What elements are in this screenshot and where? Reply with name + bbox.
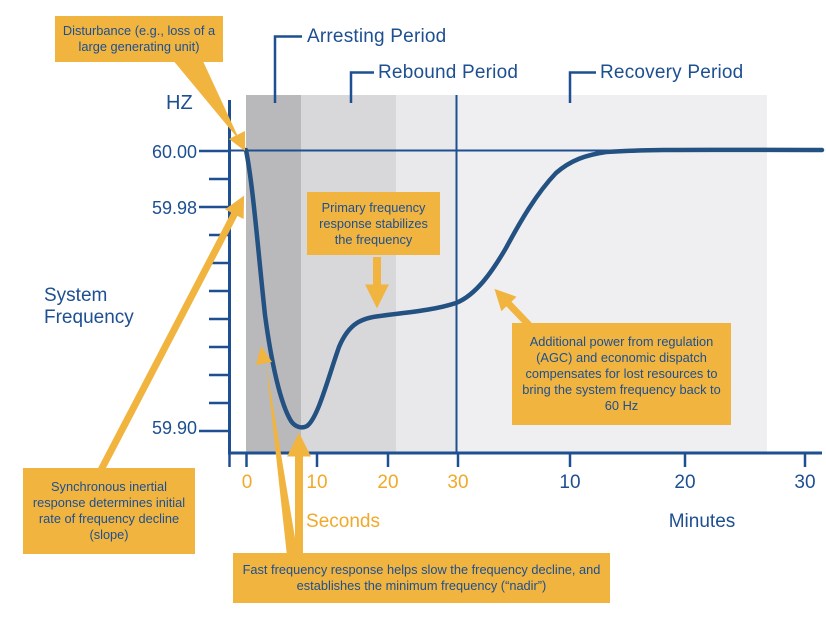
x-tick-min-30: 30: [794, 472, 816, 493]
seconds-axis-label: Seconds: [306, 511, 380, 532]
y-axis-minor-ticks: [209, 177, 228, 405]
x-tick-sec-0: 0: [241, 472, 253, 493]
annotation-arrows: [97, 59, 532, 556]
x-axis-ticks: [228, 453, 807, 467]
period-connectors: [273, 35, 596, 103]
band-rebound-period: [301, 95, 396, 453]
callout-disturbance: Disturbance (e.g., loss of a large gener…: [55, 16, 223, 62]
y-tick-59-98: 59.98: [151, 198, 197, 218]
disturbance-arrow-tail: [172, 59, 240, 141]
callout-primary-frequency-response: Primary frequency response stabilizes th…: [307, 192, 440, 255]
fast-frequency-slant-arrow-tail: [266, 364, 298, 556]
agc-dispatch-arrow: [494, 288, 532, 328]
x-tick-sec-30: 30: [447, 472, 469, 493]
band-pre-recovery: [396, 95, 456, 453]
x-tick-sec-20: 20: [377, 472, 399, 493]
frequency-curve: [243, 147, 825, 430]
band-arresting-period: [246, 95, 301, 453]
disturbance-arrow-head: [229, 131, 245, 151]
synchronous-inertia-arrow: [97, 195, 245, 472]
recovery-period-label: Recovery Period: [600, 62, 744, 83]
x-tick-sec-10: 10: [306, 472, 328, 493]
rebound-period-label: Rebound Period: [378, 62, 519, 83]
x-tick-min-20: 20: [674, 472, 696, 493]
y-axis-unit-label: HZ: [166, 92, 193, 114]
fast-frequency-slant-arrow-head: [256, 346, 272, 365]
callout-fast-frequency-response: Fast frequency response helps slow the f…: [233, 553, 610, 603]
minutes-axis-label: Minutes: [668, 511, 736, 532]
y-tick-60-00: 60.00: [151, 142, 197, 162]
arresting-period-label: Arresting Period: [307, 26, 447, 47]
arresting-period-connector: [273, 35, 302, 103]
x-tick-min-10: 10: [559, 472, 581, 493]
y-axis-title: System Frequency: [44, 285, 134, 328]
callout-synchronous-inertial-response: Synchronous inertial response determines…: [23, 468, 195, 554]
y-axis-major-ticks: [199, 149, 228, 433]
rebound-period-connector: [349, 71, 374, 103]
recovery-period-connector: [568, 71, 596, 103]
y-tick-59-90: 59.90: [151, 418, 197, 438]
callout-agc-economic-dispatch: Additional power from regulation (AGC) a…: [512, 323, 731, 425]
